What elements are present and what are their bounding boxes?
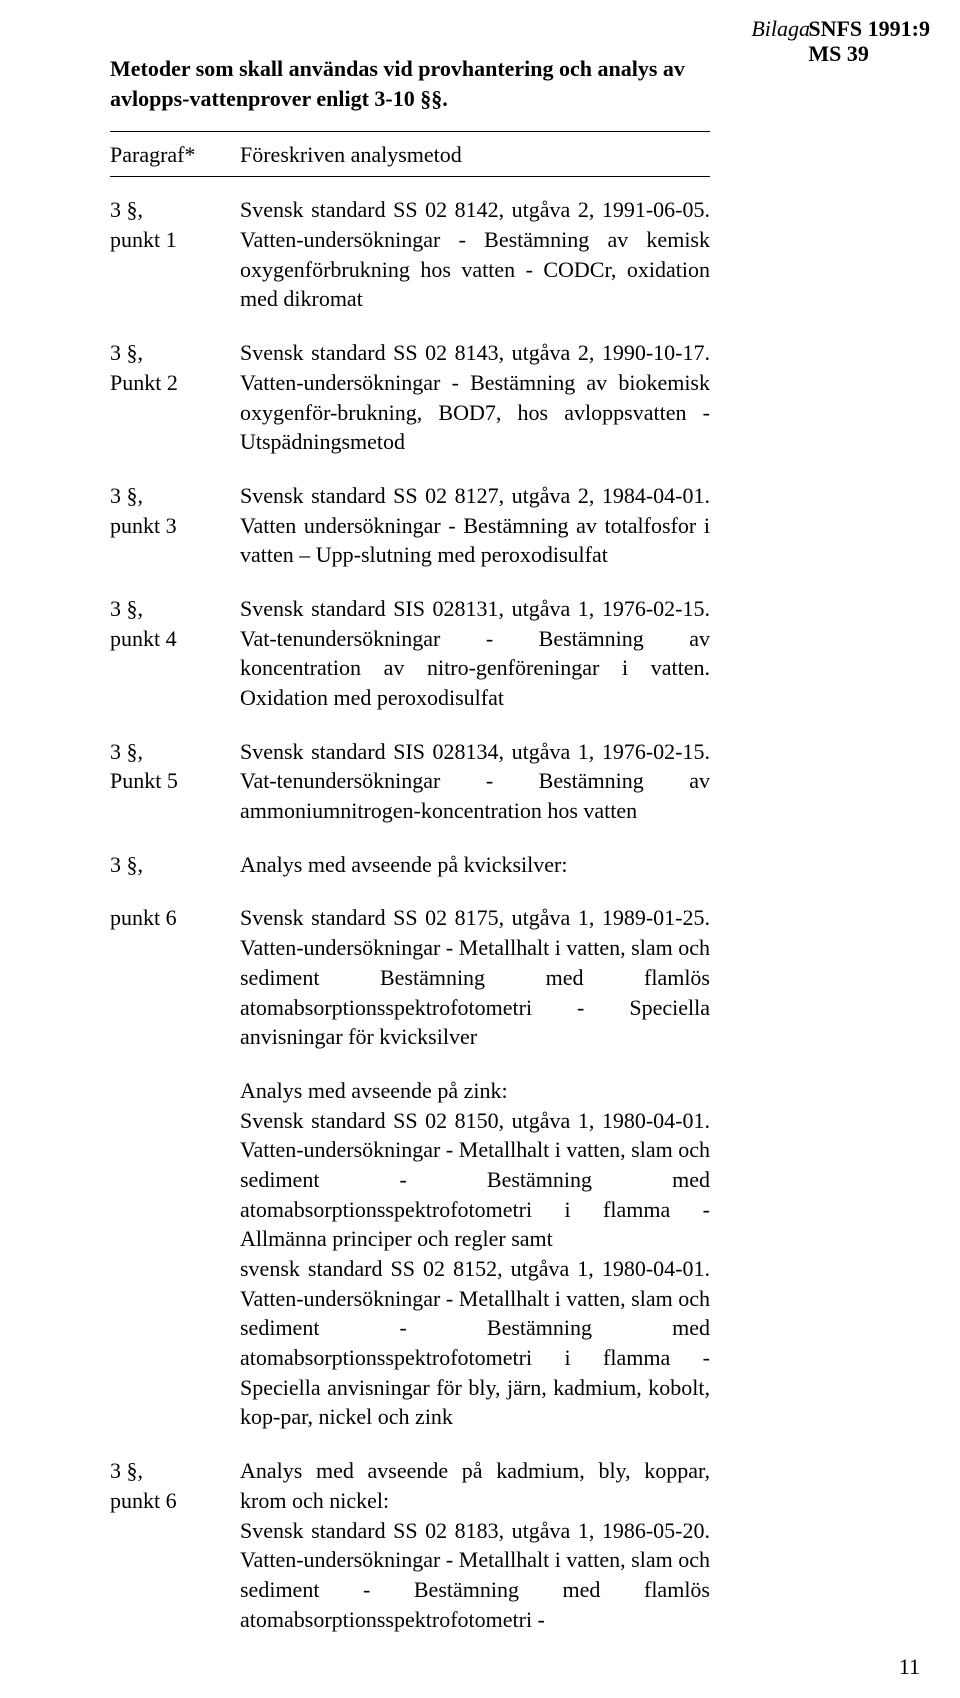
method-cell: Svensk standard SS 02 8175, utgåva 1, 19… [240,903,710,1051]
spacer [110,177,850,195]
method-cell: Svensk standard SS 02 8143, utgåva 2, 19… [240,338,710,457]
document-code: SNFS 1991:9 MS 39 [808,16,930,67]
table-body: 3 §, punkt 1Svensk standard SS 02 8142, … [110,195,850,1634]
table-row: 3 §, punkt 1Svensk standard SS 02 8142, … [110,195,850,314]
table-row: 3 §,Analys med avseende på kvicksilver: [110,850,850,880]
code-line-1: SNFS 1991:9 [808,16,930,41]
table-row: punkt 6Svensk standard SS 02 8175, utgåv… [110,903,850,1051]
table-row: 3 §, Punkt 2Svensk standard SS 02 8143, … [110,338,850,457]
table-row: 3 §, Punkt 5Svensk standard SIS 028134, … [110,737,850,826]
method-cell: Svensk standard SIS 028131, utgåva 1, 19… [240,594,710,713]
method-cell: Svensk standard SS 02 8142, utgåva 2, 19… [240,195,710,314]
intro-heading: Metoder som skall användas vid provhante… [110,54,710,113]
method-cell: Svensk standard SIS 028134, utgåva 1, 19… [240,737,710,826]
paragraf-cell [110,1076,240,1432]
method-cell: Analys med avseende på zink: Svensk stan… [240,1076,710,1432]
table-row: 3 §, punkt 3Svensk standard SS 02 8127, … [110,481,850,570]
paragraf-cell: 3 §, punkt 3 [110,481,240,570]
paragraf-cell: 3 §, Punkt 2 [110,338,240,457]
code-line-2: MS 39 [808,41,930,66]
table-row: Analys med avseende på zink: Svensk stan… [110,1076,850,1432]
table-header-right: Föreskriven analysmetod [240,142,710,168]
page-number: 11 [899,1654,920,1680]
document-page: Bilaga SNFS 1991:9 MS 39 Metoder som ska… [0,0,960,1698]
paragraf-cell: 3 §, Punkt 5 [110,737,240,826]
method-cell: Analys med avseende på kadmium, bly, kop… [240,1456,710,1634]
paragraf-cell: punkt 6 [110,903,240,1051]
paragraf-cell: 3 §, [110,850,240,880]
paragraf-cell: 3 §, punkt 4 [110,594,240,713]
table-row: 3 §, punkt 4Svensk standard SIS 028131, … [110,594,850,713]
bilaga-label: Bilaga [751,16,810,42]
paragraf-cell: 3 §, punkt 6 [110,1456,240,1634]
table-header-row: Paragraf* Föreskriven analysmetod [110,132,850,176]
table-header-left: Paragraf* [110,142,240,168]
method-cell: Analys med avseende på kvicksilver: [240,850,710,880]
method-cell: Svensk standard SS 02 8127, utgåva 2, 19… [240,481,710,570]
table-row: 3 §, punkt 6Analys med avseende på kadmi… [110,1456,850,1634]
paragraf-cell: 3 §, punkt 1 [110,195,240,314]
